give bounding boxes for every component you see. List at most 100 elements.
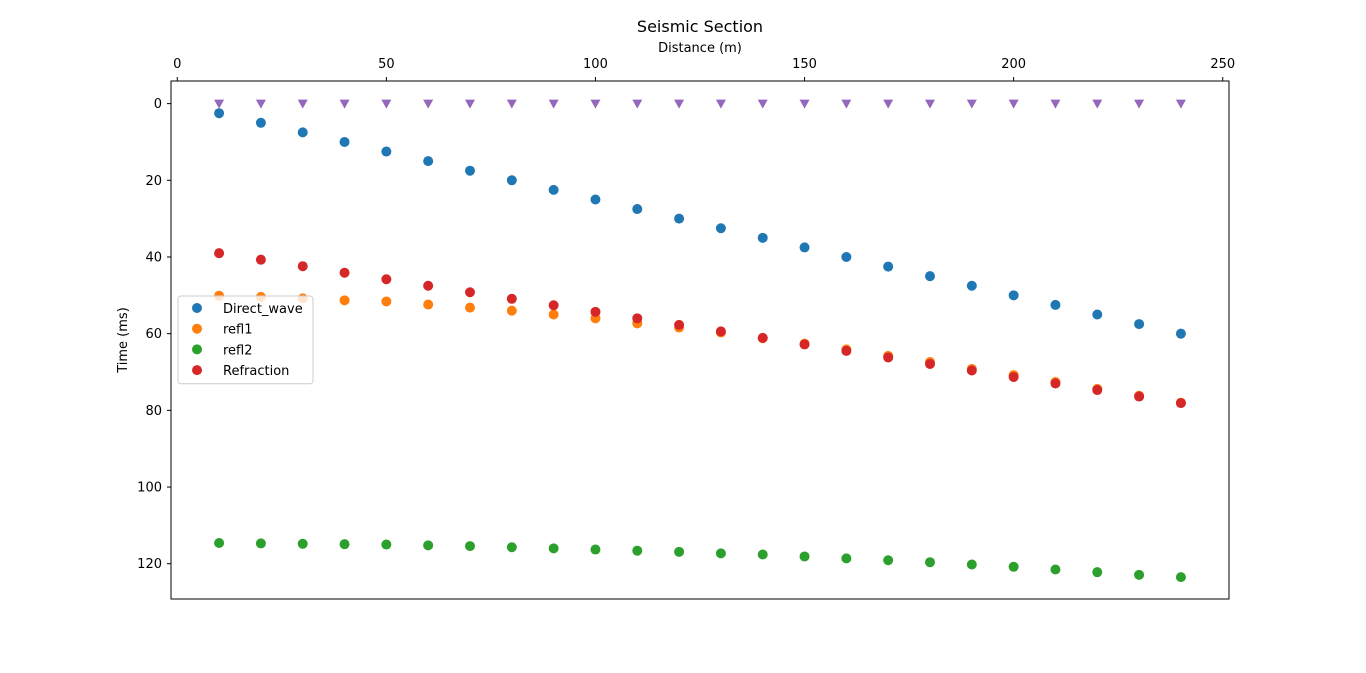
y-tick-label: 0 xyxy=(154,97,162,112)
y-tick-label: 20 xyxy=(145,174,162,189)
point-marker xyxy=(883,352,894,363)
point-marker xyxy=(214,248,225,259)
point-marker xyxy=(214,108,225,119)
point-marker xyxy=(590,306,601,317)
point-marker xyxy=(1175,328,1186,339)
point-marker xyxy=(214,99,225,109)
series-4 xyxy=(214,99,1186,109)
point-marker xyxy=(548,543,559,554)
point-marker xyxy=(214,538,225,549)
point-marker xyxy=(799,339,810,350)
legend-entry: refl1 xyxy=(192,323,253,338)
series-0 xyxy=(214,108,1186,339)
legend-entry: Direct_wave xyxy=(192,302,303,317)
point-marker xyxy=(1050,564,1061,575)
point-marker xyxy=(966,280,977,291)
point-marker xyxy=(1175,99,1186,109)
point-marker xyxy=(423,299,434,310)
point-marker xyxy=(883,555,894,566)
x-tick-label: 0 xyxy=(173,57,181,72)
point-marker xyxy=(465,287,475,298)
legend-label: refl2 xyxy=(223,343,253,358)
point-marker xyxy=(506,175,517,186)
point-marker xyxy=(339,295,350,306)
point-marker xyxy=(841,345,852,356)
point-marker xyxy=(925,271,935,282)
point-marker xyxy=(339,136,350,147)
y-tick-label: 100 xyxy=(137,481,162,496)
legend-entry: Refraction xyxy=(192,364,289,379)
point-marker xyxy=(1134,99,1145,109)
point-marker xyxy=(966,365,977,376)
point-marker xyxy=(297,538,308,549)
point-marker xyxy=(925,358,935,369)
point-marker xyxy=(339,267,350,278)
point-marker xyxy=(715,99,726,109)
point-marker xyxy=(1008,99,1019,109)
point-marker xyxy=(883,99,894,109)
point-marker xyxy=(715,223,726,234)
x-tick-label: 200 xyxy=(1001,57,1026,72)
legend-marker xyxy=(192,344,202,355)
point-marker xyxy=(506,293,517,304)
point-marker xyxy=(1092,385,1103,396)
point-marker xyxy=(381,146,392,157)
point-marker xyxy=(925,557,935,568)
point-marker xyxy=(1050,378,1061,389)
plot-area xyxy=(214,99,1186,583)
point-marker xyxy=(966,559,977,570)
point-marker xyxy=(339,99,350,109)
point-marker xyxy=(1008,290,1019,301)
legend-label: Refraction xyxy=(223,364,289,379)
point-marker xyxy=(757,549,768,560)
point-marker xyxy=(1175,572,1186,583)
point-marker xyxy=(757,332,768,343)
point-marker xyxy=(423,280,434,291)
x-tick-label: 250 xyxy=(1210,57,1235,72)
point-marker xyxy=(255,538,266,549)
point-marker xyxy=(1050,299,1061,310)
point-marker xyxy=(381,296,392,307)
point-marker xyxy=(1134,391,1145,402)
point-marker xyxy=(715,548,726,559)
point-marker xyxy=(841,251,852,262)
y-tick-label: 120 xyxy=(137,557,162,572)
x-axis-label: Distance (m) xyxy=(658,41,742,56)
point-marker xyxy=(715,326,726,337)
point-marker xyxy=(506,305,517,316)
point-marker xyxy=(465,165,475,176)
point-marker xyxy=(841,553,852,564)
point-marker xyxy=(674,99,685,109)
series-3 xyxy=(214,248,1186,409)
y-tick-label: 60 xyxy=(145,327,162,342)
point-marker xyxy=(632,313,643,324)
point-marker xyxy=(925,99,935,109)
series-2 xyxy=(214,538,1186,583)
point-marker xyxy=(1008,372,1019,382)
point-marker xyxy=(255,99,266,109)
legend-entry: refl2 xyxy=(192,343,253,358)
point-marker xyxy=(297,127,308,138)
point-marker xyxy=(1092,567,1103,578)
point-marker xyxy=(590,194,601,205)
point-marker xyxy=(297,261,308,272)
plot-frame xyxy=(170,80,1230,600)
legend-marker xyxy=(192,323,202,334)
point-marker xyxy=(674,546,685,557)
point-marker xyxy=(297,99,308,109)
point-marker xyxy=(465,99,475,109)
point-marker xyxy=(674,213,685,224)
point-marker xyxy=(548,300,559,311)
point-marker xyxy=(381,539,392,550)
y-tick-label: 80 xyxy=(145,404,162,419)
point-marker xyxy=(590,99,601,109)
y-axis-label: Time (ms) xyxy=(116,307,131,374)
point-marker xyxy=(883,261,894,272)
point-marker xyxy=(1092,309,1103,320)
x-tick-label: 100 xyxy=(583,57,608,72)
point-marker xyxy=(757,232,768,243)
point-marker xyxy=(632,99,643,109)
point-marker xyxy=(423,156,434,167)
point-marker xyxy=(799,99,810,109)
